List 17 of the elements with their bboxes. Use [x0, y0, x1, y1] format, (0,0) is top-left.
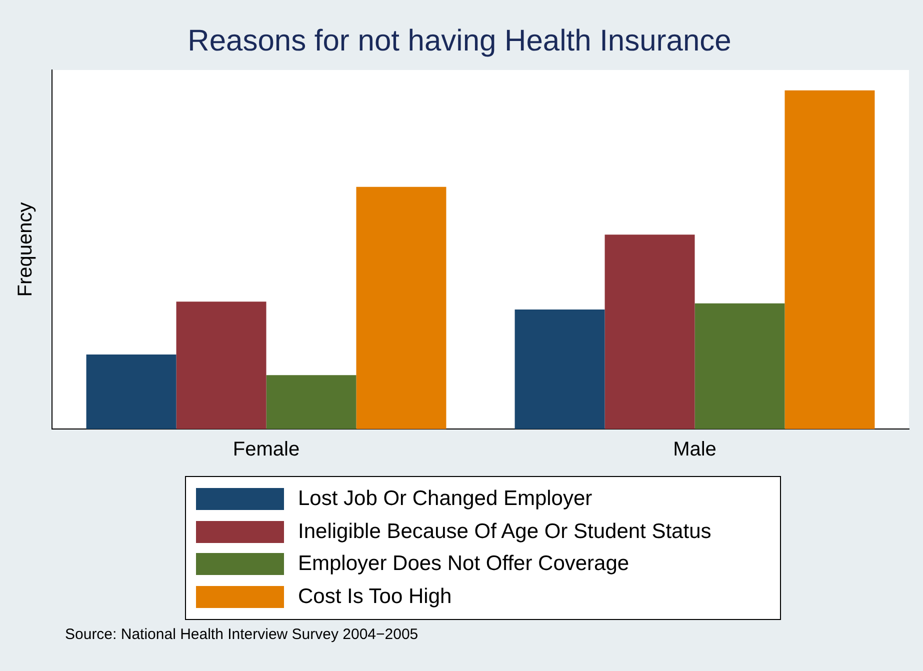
bar: [356, 186, 446, 429]
y-axis-title: Frequency: [14, 202, 37, 297]
source-note: Source: National Health Interview Survey 2004−2005: [65, 626, 418, 643]
legend-label: Employer Does Not Offer Coverage: [298, 552, 630, 576]
bar: [86, 354, 176, 429]
bar: [266, 375, 356, 429]
legend-label: Ineligible Because Of Age Or Student Status: [298, 520, 712, 544]
legend-label: Lost Job Or Changed Employer: [298, 487, 592, 512]
bar: [514, 309, 605, 429]
x-tick-label: Male: [673, 438, 716, 461]
bar: [784, 90, 875, 429]
bar: [694, 303, 785, 429]
x-tick-label: Female: [232, 438, 300, 461]
bar: [176, 302, 266, 429]
bar: [604, 234, 695, 429]
chart-title: Reasons for not having Health Insurance: [188, 24, 732, 58]
legend-label: Cost Is Too High: [298, 584, 452, 609]
